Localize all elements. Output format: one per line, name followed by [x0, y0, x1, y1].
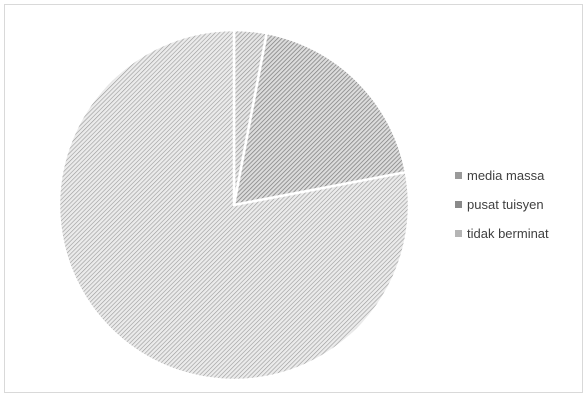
- legend-swatch: [455, 201, 462, 208]
- legend-item-pusat-tuisyen: pusat tuisyen: [455, 196, 549, 213]
- chart-area: media massa pusat tuisyen tidak berminat: [4, 4, 583, 393]
- legend-label: media massa: [467, 168, 545, 183]
- legend-swatch: [455, 230, 462, 237]
- pie-slice-pusat-tuisyen: [232, 31, 408, 207]
- legend-item-tidak-berminat: tidak berminat: [455, 225, 549, 242]
- legend-swatch: [455, 172, 462, 179]
- legend-item-media-massa: media massa: [455, 167, 549, 184]
- legend-label: pusat tuisyen: [467, 197, 544, 212]
- pie-chart: [57, 28, 411, 382]
- pie-slice-tidak-berminat: [57, 28, 411, 382]
- legend-label: tidak berminat: [467, 226, 549, 241]
- chart-legend: media massa pusat tuisyen tidak berminat: [455, 167, 549, 254]
